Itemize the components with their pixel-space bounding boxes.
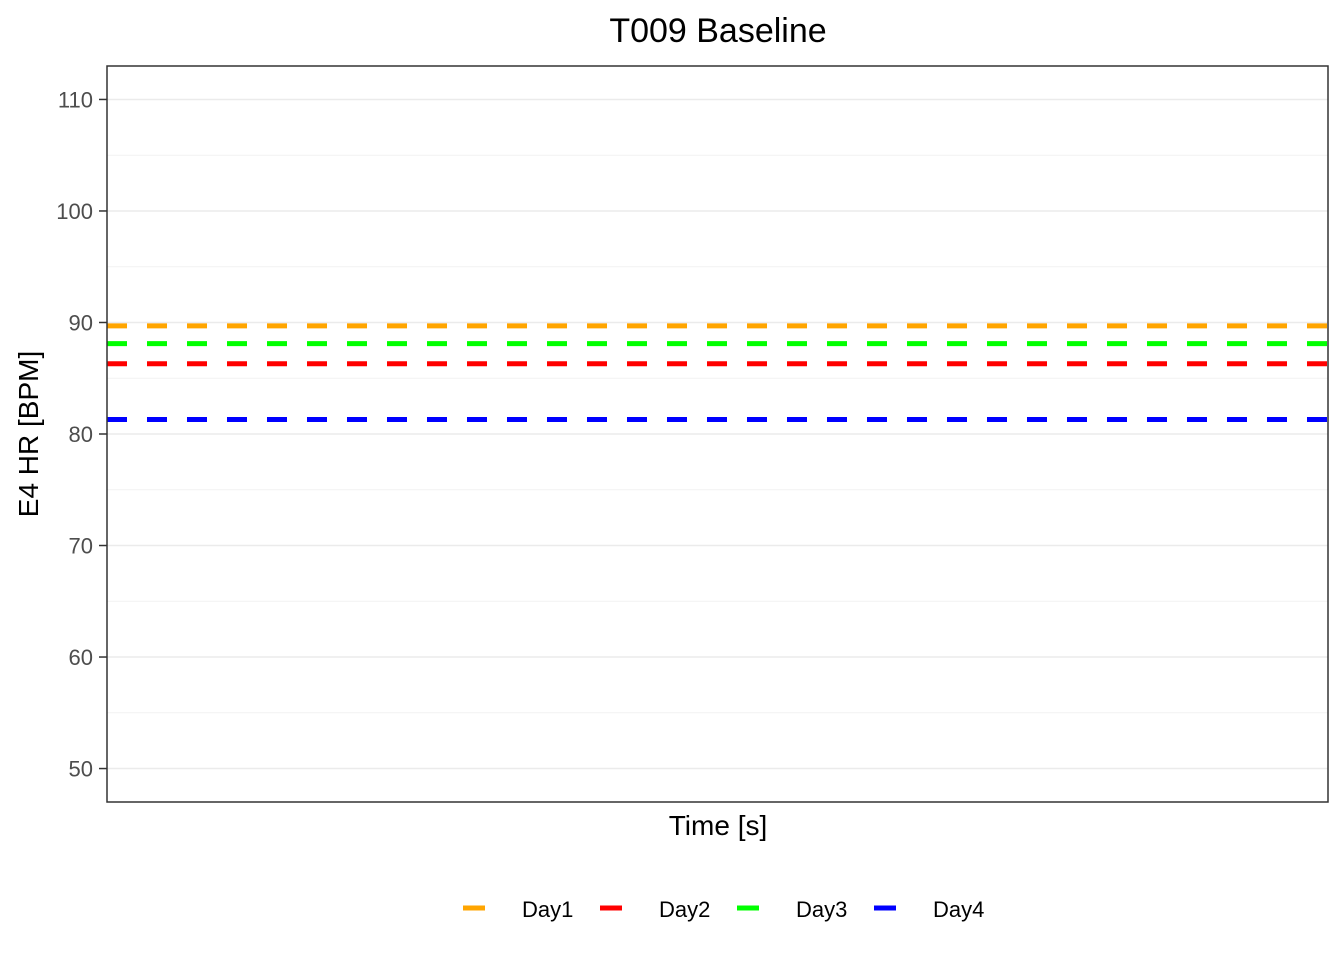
y-tick-label: 70: [69, 534, 93, 559]
x-axis-title: Time [s]: [669, 810, 768, 841]
y-tick-label: 110: [58, 87, 93, 112]
y-tick-label: 50: [69, 757, 93, 782]
series-layer: [107, 323, 1328, 423]
y-tick-label: 100: [56, 199, 93, 224]
y-axis-title: E4 HR [BPM]: [13, 351, 44, 517]
y-tick-label: 80: [69, 422, 93, 447]
legend-label-day1: Day1: [522, 897, 573, 922]
legend: Day1 Day2 Day3 Day4: [463, 897, 984, 922]
legend-label-day2: Day2: [659, 897, 710, 922]
legend-label-day3: Day3: [796, 897, 847, 922]
y-tick-label: 90: [69, 310, 93, 335]
grid: [107, 98, 1328, 770]
legend-label-day4: Day4: [933, 897, 984, 922]
y-tick-label: 60: [69, 645, 93, 670]
chart-title: T009 Baseline: [609, 12, 826, 50]
y-axis: 50 60 70 80 90 100 110: [56, 87, 107, 782]
